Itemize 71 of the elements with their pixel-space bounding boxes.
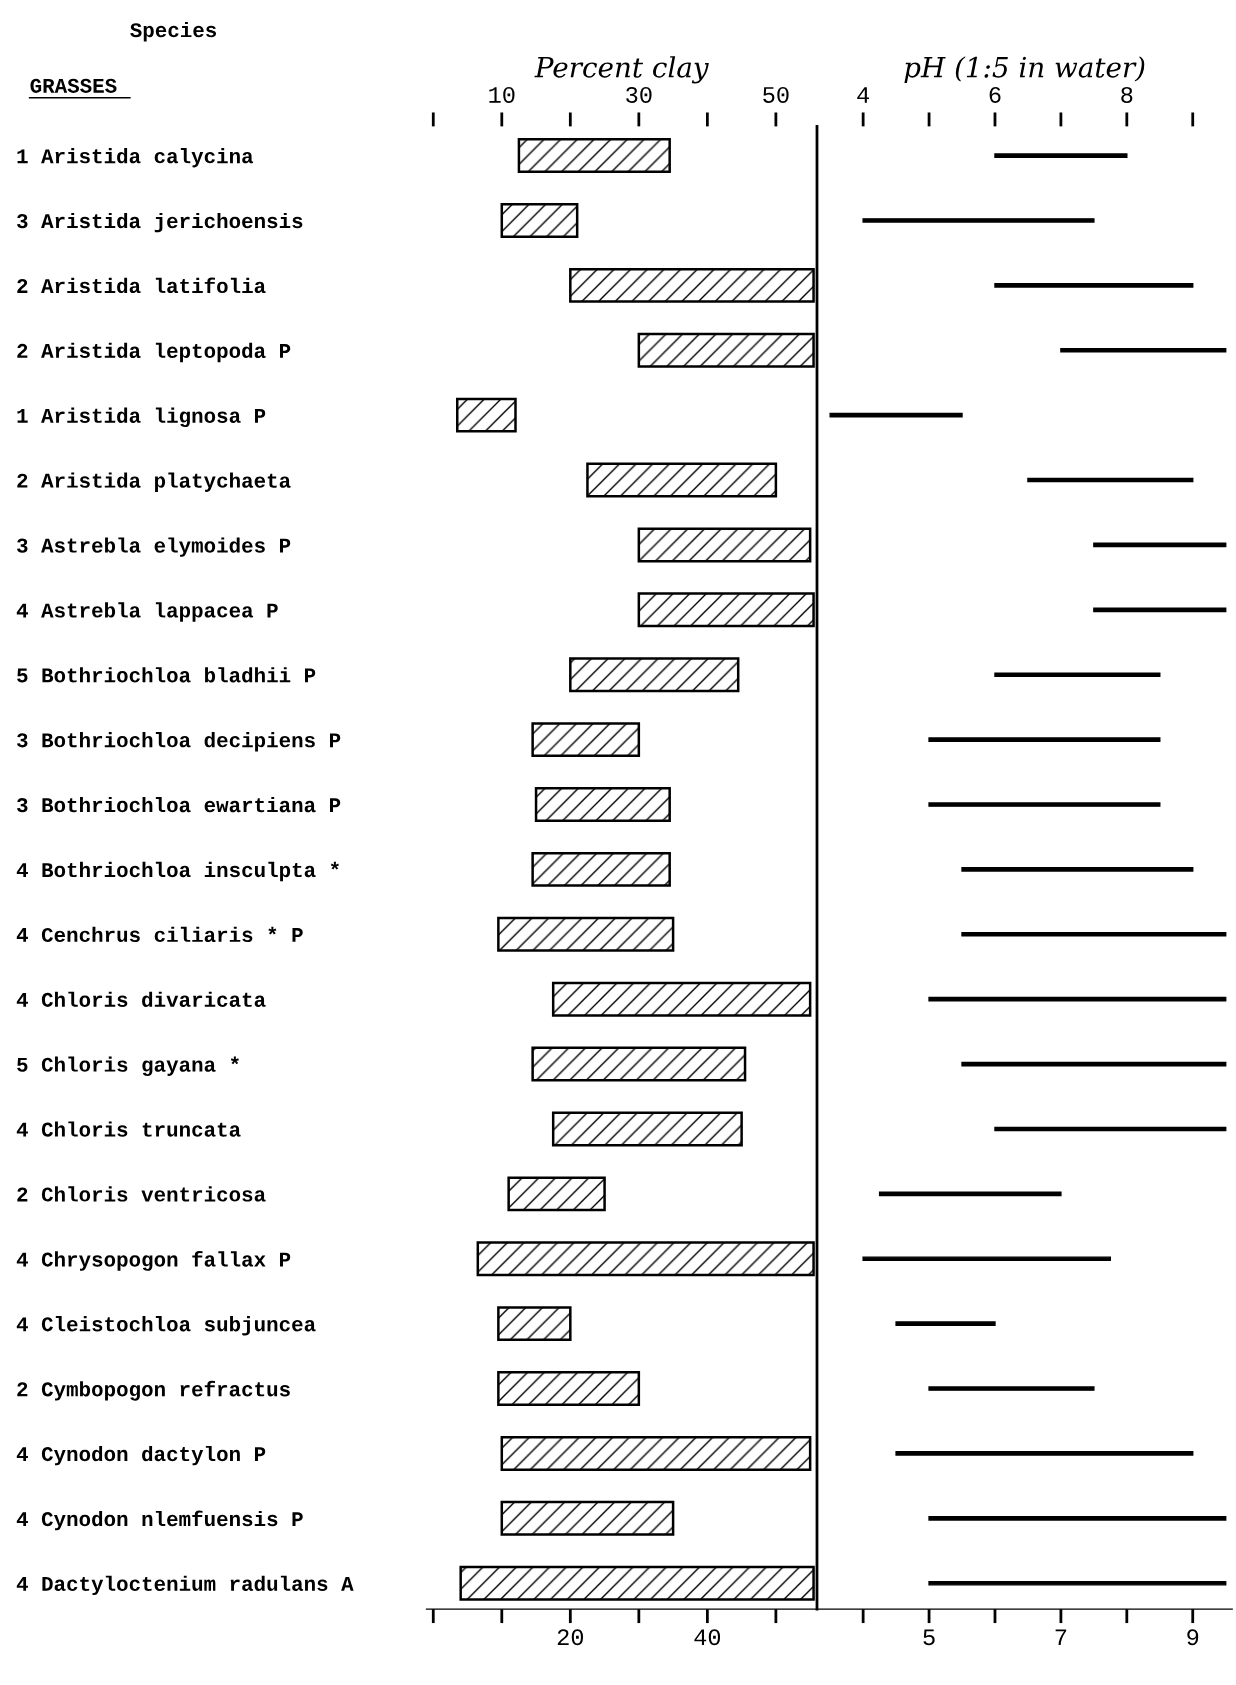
x-tick-label: 7 (1055, 1629, 1067, 1646)
y-tick-label: 4 Chrysopogon fallax P (16, 1251, 291, 1271)
bar (456, 397, 517, 433)
y-tick-label: 4 Bothriochloa insculpta * (16, 861, 339, 882)
x-tick-label: 5 (923, 1629, 935, 1646)
y-tick-label: 3 Aristida jerichoensis (17, 212, 303, 233)
bar (500, 1435, 812, 1471)
bar (637, 527, 812, 563)
bar (1060, 347, 1227, 353)
x-tick-label: 20 (557, 1629, 584, 1646)
text: Species (130, 21, 217, 42)
bar (517, 138, 671, 174)
y-tick-label: 4 Cynodon dactylon P (16, 1445, 266, 1466)
x2-axis-title: Percent clay (534, 56, 709, 84)
y-tick-label: 4 Dactyloctenium radulans A (16, 1575, 354, 1596)
y-tick-label: 3 Bothriochloa decipiens P (17, 732, 341, 752)
y-tick-label: 4 Cleistochloa subjuncea (16, 1316, 316, 1336)
bar (531, 1046, 747, 1082)
y-tick-label: 2 Cymbopogon refractus (17, 1380, 290, 1401)
bar (497, 1306, 572, 1342)
bar (994, 153, 1128, 158)
x2-tick-label: 8 (1121, 86, 1133, 103)
y-tick-label: 1 Aristida calycina (17, 148, 254, 168)
bar (895, 1451, 1194, 1456)
bar (994, 283, 1194, 288)
bar (551, 1111, 743, 1147)
bar (586, 462, 778, 498)
bar (500, 1500, 675, 1536)
bar (507, 1176, 606, 1212)
bar (994, 672, 1161, 678)
y-tick-label: 2 Aristida latifolia (17, 277, 266, 294)
bar (569, 657, 740, 693)
y-tick-label: 4 Cynodon nlemfuensis P (16, 1510, 303, 1531)
y-tick-label: 3 Astrebla elymoides P (17, 537, 291, 557)
bar (862, 1256, 1112, 1262)
x2-tick-label: 50 (763, 86, 789, 103)
y-tick-label: 4 Chloris divaricata (16, 991, 266, 1007)
bar (895, 1321, 996, 1326)
y-tick-label: 1 Aristida lignosa P (17, 407, 266, 428)
x2-tick-label: 30 (626, 86, 652, 103)
bar (862, 218, 1095, 223)
bar (497, 916, 675, 952)
bar (928, 1580, 1227, 1586)
y-tick-label: 5 Bothriochloa bladhii P (17, 667, 316, 683)
bar (531, 851, 671, 887)
y-tick-label: 4 Cenchrus ciliaris * P (16, 926, 303, 943)
bar (961, 867, 1194, 872)
bar (551, 981, 812, 1017)
y-tick-label: 2 Aristida leptopoda P (17, 342, 291, 363)
bar (531, 722, 641, 758)
y-tick-label: 5 Chloris gayana * (17, 1056, 239, 1077)
y-tick-label: 3 Bothriochloa ewartiana P (17, 796, 341, 813)
bar (534, 787, 671, 822)
y-tick-label: 2 Chloris ventricosa (17, 1186, 266, 1202)
x2-tick-label: 10 (489, 86, 515, 103)
bar (928, 1386, 1095, 1391)
x2-tick-label: 4 (857, 87, 870, 103)
bar (928, 802, 1161, 807)
x-tick-label: 9 (1187, 1629, 1199, 1646)
y-tick-label: 4 Astrebla lappacea P (16, 602, 278, 622)
text: GRASSES (30, 78, 117, 93)
x2-axis-title: pH (1:5 in water) (904, 56, 1145, 84)
y-tick-label: 2 Aristida platychaeta (17, 472, 291, 492)
x-tick-label: 40 (694, 1629, 721, 1646)
bar (928, 1516, 1227, 1521)
x2-tick-label: 6 (989, 86, 1001, 103)
bar (497, 1371, 641, 1407)
bar (928, 737, 1161, 742)
y-tick-label: 4 Chloris truncata (16, 1121, 241, 1137)
bar (500, 203, 579, 238)
bar (961, 931, 1227, 937)
